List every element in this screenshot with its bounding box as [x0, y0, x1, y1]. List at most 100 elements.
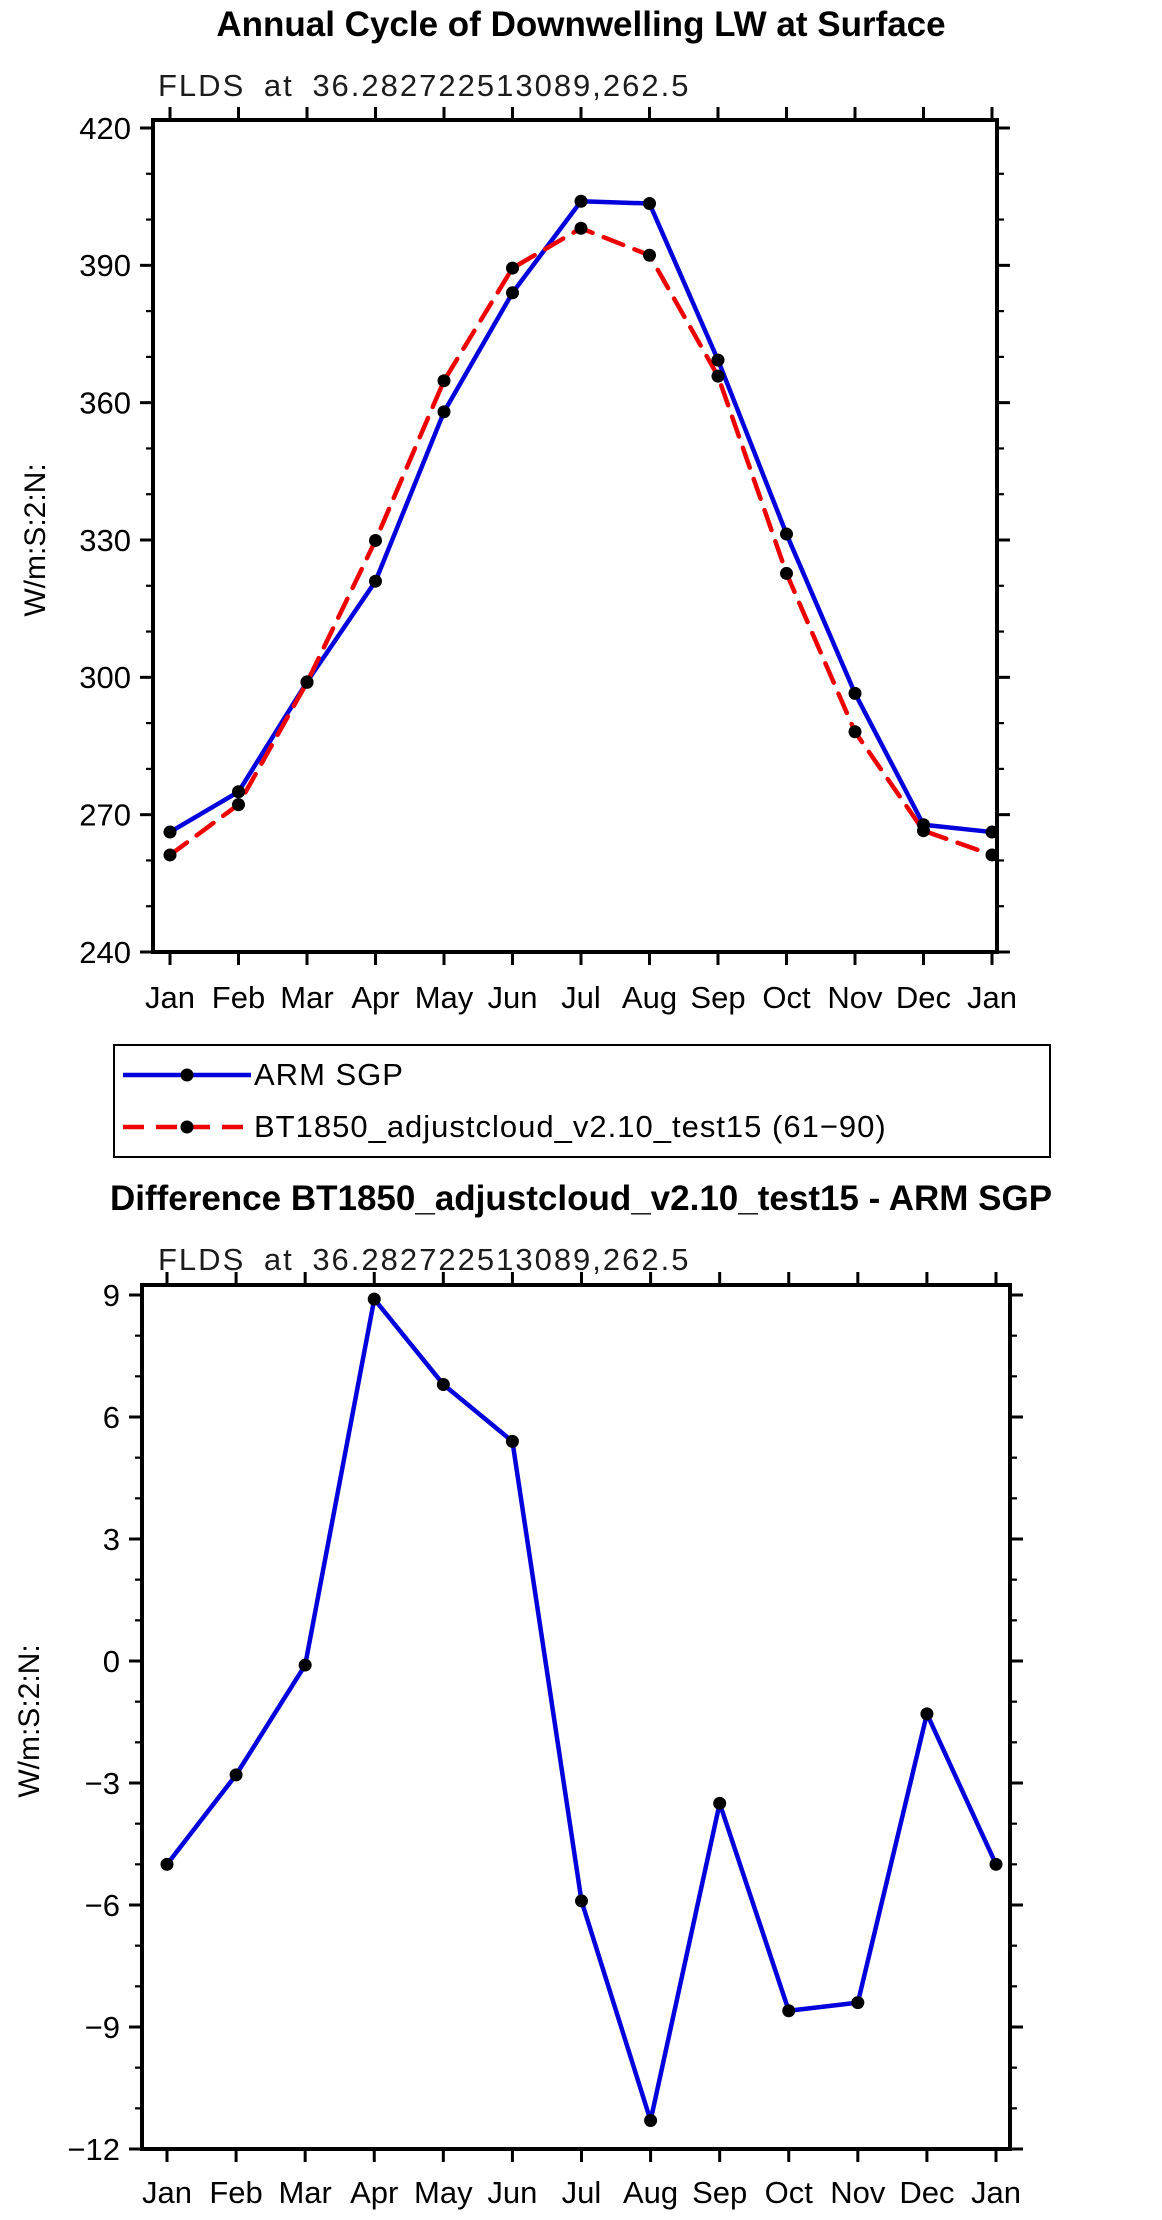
x-tick-label: Jun [488, 980, 538, 1015]
legend-line-sample [123, 1068, 251, 1082]
y-tick-label: 6 [103, 1400, 120, 1435]
y-tick-label: −3 [85, 1766, 120, 1801]
series-line [167, 226, 995, 858]
y-tick-label: 420 [79, 111, 131, 146]
data-point-marker [163, 848, 177, 862]
data-point-marker [160, 1857, 174, 1871]
x-tick-label: Jan [967, 980, 1017, 1015]
x-tick-label: Aug [622, 980, 677, 1015]
data-point-marker [782, 2004, 796, 2018]
x-tick-label: Aug [623, 2175, 678, 2210]
x-tick-label: Feb [212, 980, 265, 1015]
data-point-marker [644, 2114, 658, 2128]
data-point-marker [505, 1434, 519, 1448]
x-tick-label: Jul [561, 980, 601, 1015]
difference-title: Difference BT1850_adjustcloud_v2.10_test… [109, 1179, 1053, 1218]
annual-cycle-plot: 240 270 300 330 360 390 420 Jan Feb Mar Apr May Jun J… [79, 107, 1017, 1015]
series-line [167, 198, 995, 835]
y-tick-label: −9 [85, 2010, 120, 2045]
data-point-marker [506, 286, 519, 300]
data-point-marker [298, 1658, 312, 1672]
legend: ARM SGP BT1850_adjustcloud_v2.10_test15 (… [113, 1044, 1051, 1158]
data-point-marker [574, 194, 588, 208]
data-point-marker [917, 824, 930, 838]
annual-cycle-y-axis-label: W/m:S:2:N: [19, 463, 52, 617]
y-tick-label: 300 [79, 660, 131, 695]
x-tick-label: Oct [762, 980, 811, 1015]
data-point-marker [851, 1996, 865, 2010]
x-tick-label: Mar [280, 980, 333, 1015]
x-tick-label: Jan [971, 2175, 1021, 2210]
x-tick-label: Dec [896, 980, 951, 1015]
data-point-marker [713, 1796, 727, 1810]
x-tick-label: Jul [562, 2175, 602, 2210]
y-tick-label: 330 [79, 523, 131, 558]
y-tick-label: −6 [85, 1888, 120, 1923]
axis-frame [151, 118, 999, 954]
legend-label: BT1850_adjustcloud_v2.10_test15 (61−90) [254, 1109, 887, 1144]
difference-y-axis-label: W/m:S:2:N: [13, 1644, 46, 1798]
data-point-marker [848, 686, 862, 700]
annual-cycle-title: Annual Cycle of Downwelling LW at Surfac… [216, 5, 946, 44]
data-point-marker [506, 261, 519, 275]
data-point-marker [643, 248, 656, 262]
y-tick-label: 270 [79, 798, 131, 833]
y-tick-label: 0 [103, 1644, 120, 1679]
data-point-marker [232, 798, 245, 812]
x-tick-label: Apr [350, 2175, 398, 2210]
x-tick-label: Apr [351, 980, 399, 1015]
x-tick-label: Dec [899, 2175, 954, 2210]
x-tick-label: Nov [827, 980, 883, 1015]
y-tick-label: 3 [103, 1522, 120, 1557]
data-point-marker [780, 527, 793, 541]
data-point-marker [369, 574, 382, 588]
y-tick-label: 240 [79, 935, 131, 970]
x-tick-label: May [415, 980, 474, 1015]
series-line [164, 1296, 999, 2123]
data-point-marker [575, 1894, 588, 1908]
data-point-marker [367, 1292, 381, 1306]
data-point-marker [985, 848, 999, 862]
data-point-marker [780, 566, 793, 580]
x-tick-label: Mar [278, 2175, 331, 2210]
data-point-marker [711, 369, 725, 383]
data-point-marker [985, 825, 999, 839]
x-tick-label: Oct [765, 2175, 814, 2210]
data-point-marker [232, 785, 245, 799]
difference-subtitle: FLDS at 36.282722513089,262.5 [158, 1242, 691, 1277]
y-tick-label: 390 [79, 248, 131, 283]
data-point-marker [848, 725, 862, 739]
difference-plot: −12 −9 −6 −3 0 3 6 9 Jan Feb Mar Apr May Jun Jul Aug Sep… [67, 1272, 1023, 2210]
legend-entry: ARM SGP [121, 1049, 1049, 1101]
data-point-marker [574, 221, 588, 235]
legend-label: ARM SGP [254, 1057, 404, 1092]
legend-line-sample [123, 1120, 251, 1134]
data-point-marker [920, 1707, 934, 1721]
x-tick-label: Feb [209, 2175, 262, 2210]
data-point-marker [711, 353, 725, 367]
y-tick-label: −12 [67, 2132, 120, 2167]
x-tick-label: Nov [830, 2175, 886, 2210]
data-point-marker [369, 533, 382, 547]
x-tick-label: May [414, 2175, 473, 2210]
y-tick-label: 9 [103, 1278, 120, 1313]
data-point-marker [989, 1857, 1003, 1871]
axis-frame [140, 1283, 1012, 2151]
x-tick-label: Jan [142, 2175, 192, 2210]
data-point-marker [436, 1377, 450, 1391]
data-point-marker [229, 1768, 243, 1782]
x-tick-label: Sep [690, 980, 745, 1015]
data-point-marker [437, 374, 451, 388]
x-tick-label: Jan [145, 980, 195, 1015]
x-tick-label: Sep [692, 2175, 747, 2210]
data-point-marker [437, 405, 451, 419]
data-point-marker [643, 197, 656, 211]
x-tick-label: Jun [487, 2175, 537, 2210]
annual-cycle-subtitle: FLDS at 36.282722513089,262.5 [158, 68, 691, 103]
legend-entry: BT1850_adjustcloud_v2.10_test15 (61−90) [121, 1101, 1049, 1153]
data-point-marker [163, 825, 177, 839]
data-point-marker [300, 675, 314, 689]
y-tick-label: 360 [79, 386, 131, 421]
